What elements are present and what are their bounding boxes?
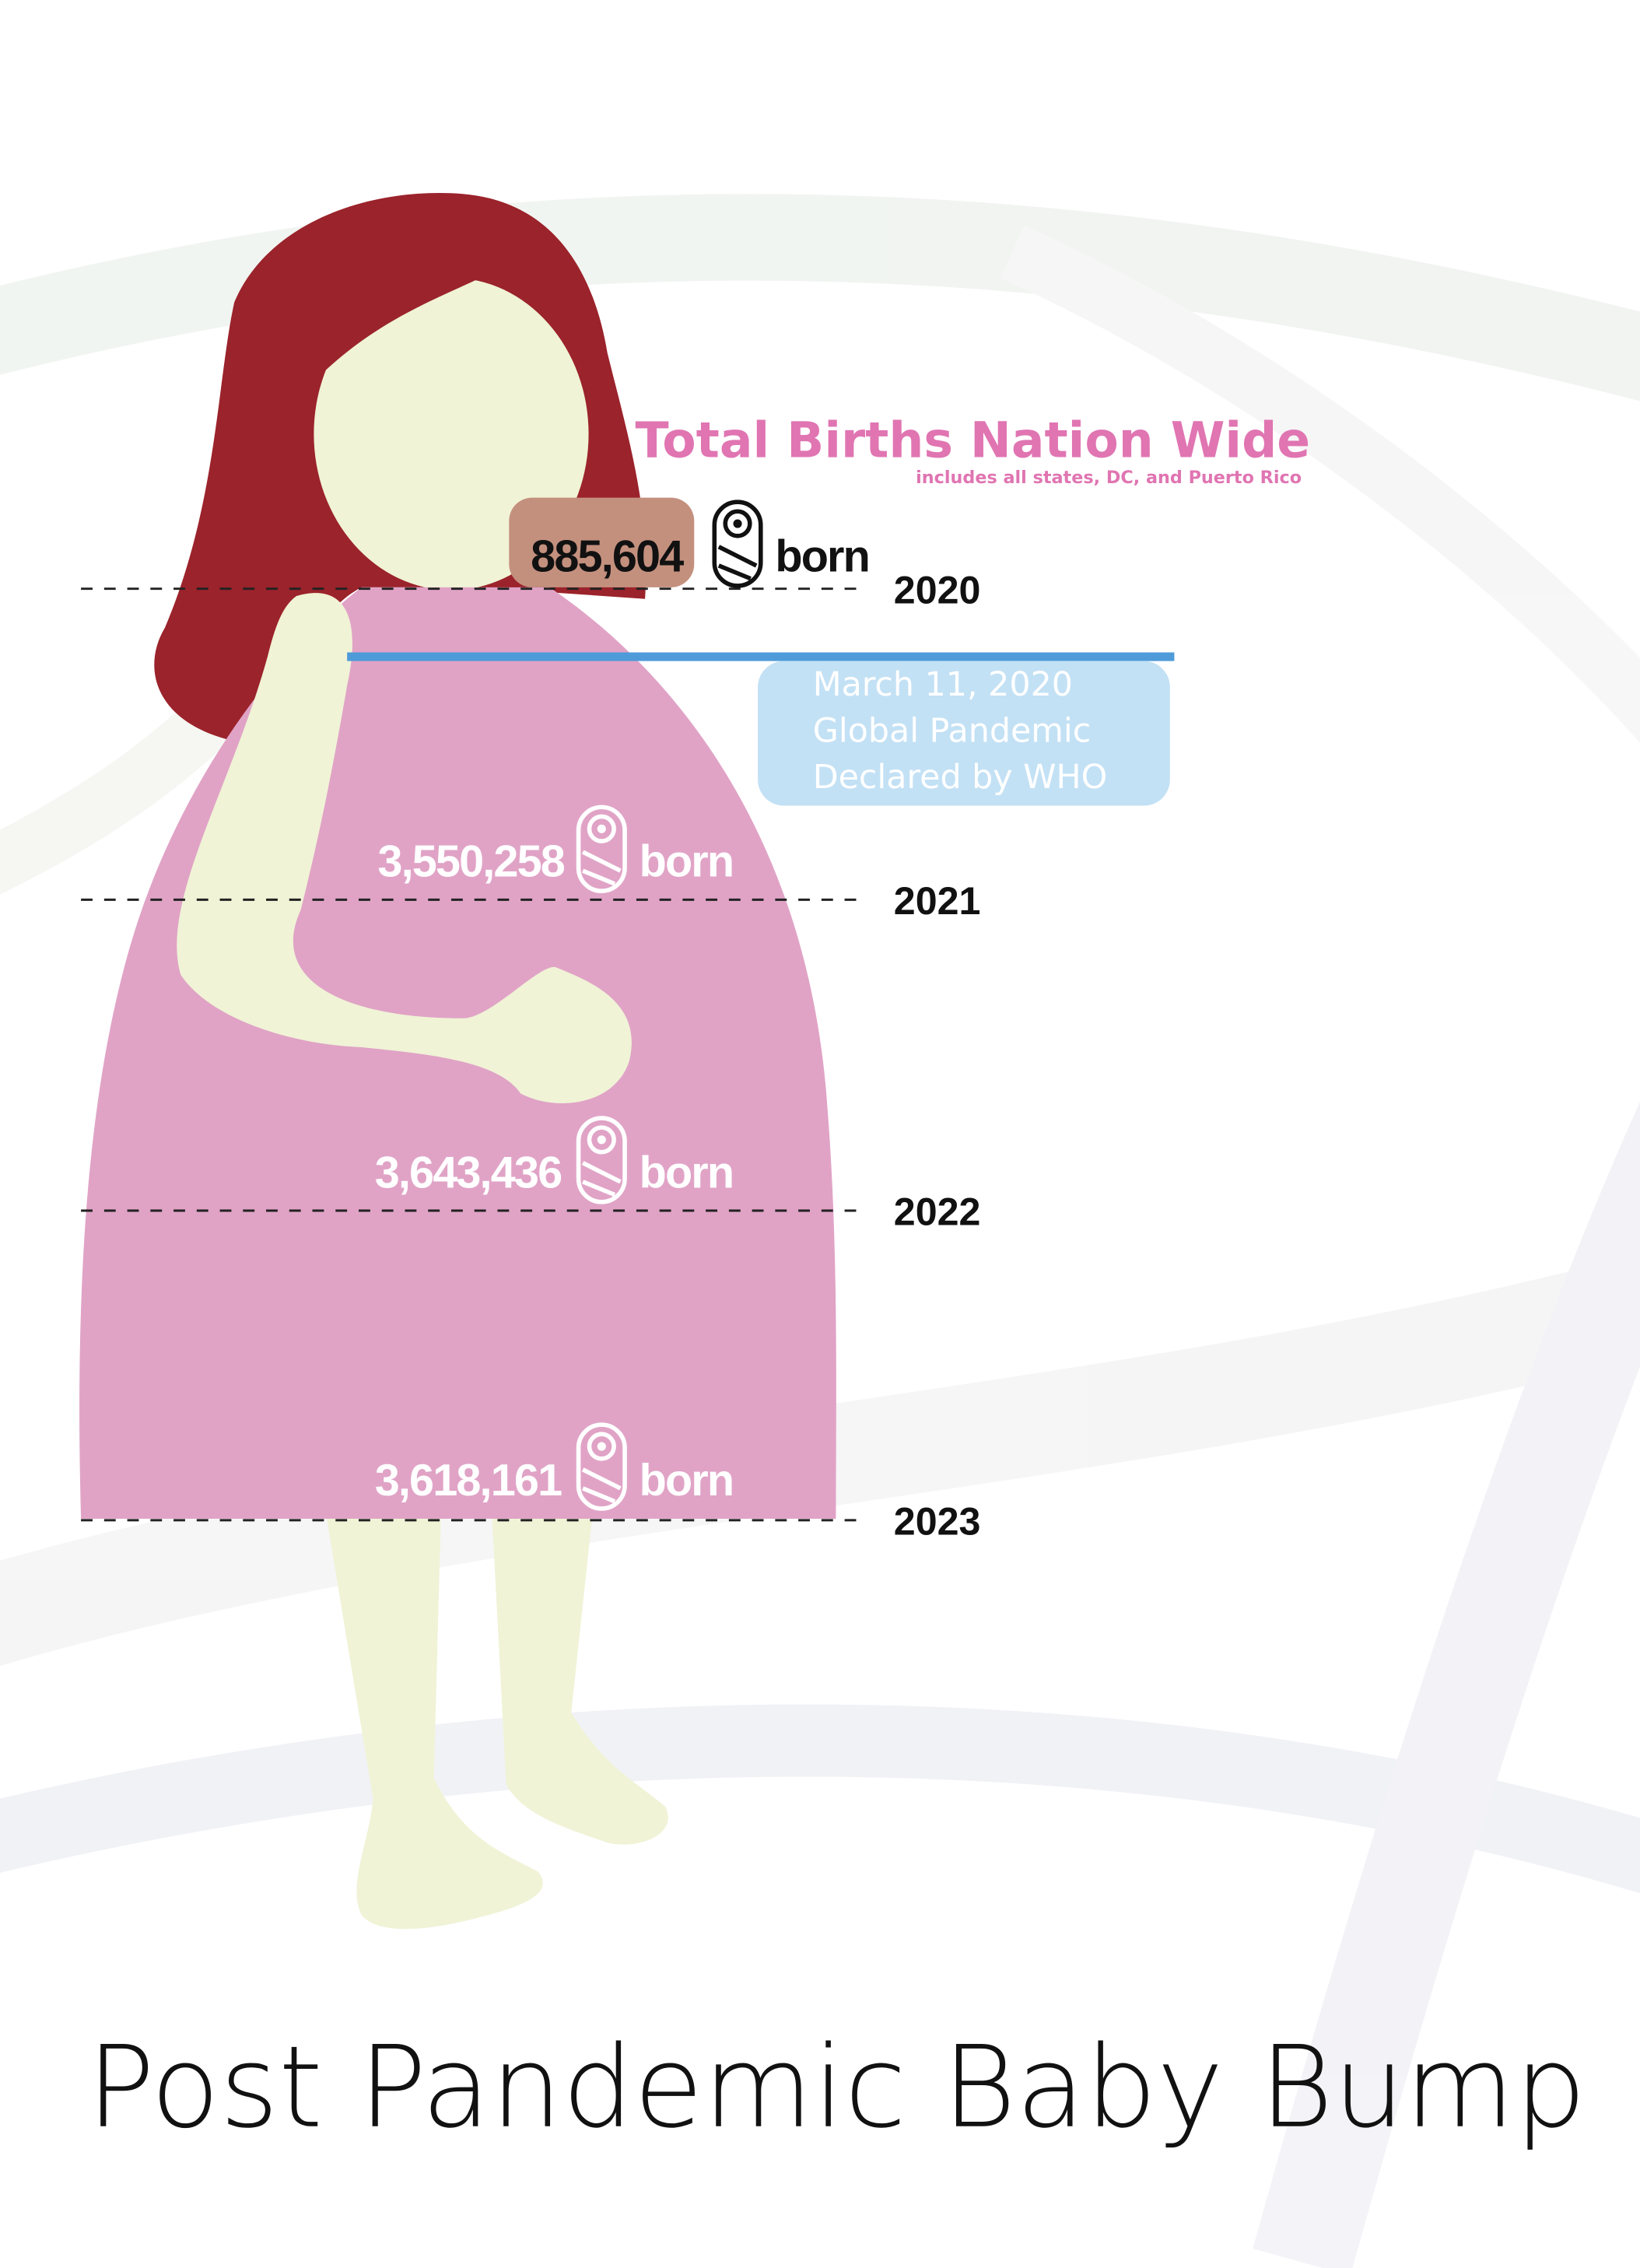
pandemic-note: March 11, 2020 Global Pandemic Declared … [813, 665, 1108, 797]
arm [177, 593, 632, 1103]
value-number-2021: 3,550,258 [377, 837, 564, 887]
value-label-2023: 3,618,161 born [375, 1425, 734, 1509]
year-guides [81, 587, 868, 1522]
born-label-2020: born [775, 531, 869, 581]
pandemic-note-line-1: March 11, 2020 [813, 665, 1073, 704]
value-number-2022: 3,643,436 [375, 1148, 562, 1197]
value-label-2022: 3,643,436 born [375, 1118, 734, 1202]
born-label-2021: born [640, 837, 734, 887]
year-label-2022: 2022 [894, 1190, 981, 1234]
swirl-background [0, 194, 1640, 2268]
chart-title: Total Births Nation Wide [636, 412, 1311, 469]
born-label-2023: born [640, 1456, 734, 1506]
pregnant-figure [79, 193, 836, 1930]
year-labels: 2020 2021 2022 2023 [894, 568, 981, 1543]
value-number-2020: 885,604 [531, 531, 684, 581]
born-label-2022: born [640, 1148, 734, 1197]
value-label-2021: 3,550,258 born [377, 807, 734, 891]
year-label-2020: 2020 [894, 568, 981, 612]
pandemic-note-box [758, 661, 1170, 806]
pandemic-note-line-3: Declared by WHO [813, 758, 1108, 797]
page-title: Post Pandemic Baby Bump [87, 2022, 1586, 2154]
swaddled-baby-icon [714, 502, 760, 586]
pandemic-note-line-2: Global Pandemic [813, 712, 1092, 751]
legs [325, 1509, 668, 1930]
value-number-2023: 3,618,161 [375, 1456, 562, 1506]
year-label-2023: 2023 [894, 1499, 981, 1543]
hair-fringe [310, 223, 489, 385]
value-highlight-2020 [509, 497, 695, 587]
year-label-2021: 2021 [894, 879, 981, 923]
chart-subtitle: includes all states, DC, and Puerto Rico [916, 468, 1302, 488]
value-label-2020: 885,604 born [509, 497, 871, 587]
